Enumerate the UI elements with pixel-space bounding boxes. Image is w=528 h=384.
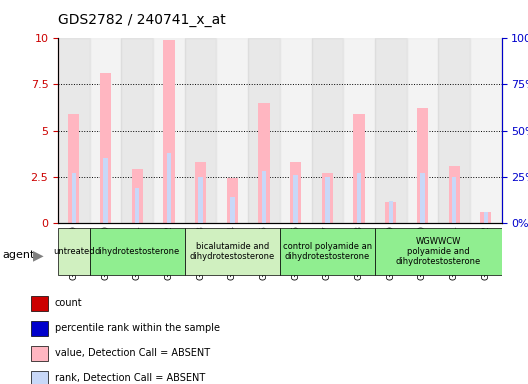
Bar bbox=[167, 153, 171, 223]
Bar bbox=[417, 108, 428, 223]
Bar bbox=[484, 212, 488, 223]
FancyBboxPatch shape bbox=[58, 228, 90, 275]
Text: bicalutamide and
dihydrotestosterone: bicalutamide and dihydrotestosterone bbox=[190, 242, 275, 261]
Bar bbox=[216, 38, 248, 223]
Bar bbox=[135, 188, 139, 223]
Bar bbox=[452, 177, 456, 223]
Bar bbox=[357, 173, 361, 223]
Bar bbox=[448, 166, 459, 223]
Text: GDS2782 / 240741_x_at: GDS2782 / 240741_x_at bbox=[58, 13, 226, 27]
Bar bbox=[407, 38, 438, 223]
Bar bbox=[258, 103, 269, 223]
Bar bbox=[121, 38, 153, 223]
Bar bbox=[58, 38, 90, 223]
Bar bbox=[103, 158, 108, 223]
FancyBboxPatch shape bbox=[375, 228, 502, 275]
Bar bbox=[69, 114, 79, 223]
Bar bbox=[290, 162, 301, 223]
Bar bbox=[385, 202, 396, 223]
Text: rank, Detection Call = ABSENT: rank, Detection Call = ABSENT bbox=[55, 373, 205, 383]
Bar bbox=[164, 40, 174, 223]
Bar bbox=[420, 173, 425, 223]
FancyBboxPatch shape bbox=[185, 228, 280, 275]
Text: untreated: untreated bbox=[53, 247, 95, 256]
Bar bbox=[31, 371, 48, 384]
Bar bbox=[90, 38, 121, 223]
Bar bbox=[343, 38, 375, 223]
Bar bbox=[389, 200, 393, 223]
Bar bbox=[312, 38, 343, 223]
Bar bbox=[262, 171, 266, 223]
Bar bbox=[375, 38, 407, 223]
Text: control polyamide an
dihydrotestosterone: control polyamide an dihydrotestosterone bbox=[283, 242, 372, 261]
Bar bbox=[294, 175, 298, 223]
Text: ▶: ▶ bbox=[33, 248, 43, 262]
Bar bbox=[470, 38, 502, 223]
Bar bbox=[322, 173, 333, 223]
FancyBboxPatch shape bbox=[90, 228, 185, 275]
Bar bbox=[227, 179, 238, 223]
Bar bbox=[199, 177, 203, 223]
Bar bbox=[31, 346, 48, 361]
Bar bbox=[100, 73, 111, 223]
Bar bbox=[325, 177, 329, 223]
Bar bbox=[72, 173, 76, 223]
Text: dihydrotestosterone: dihydrotestosterone bbox=[95, 247, 180, 256]
Bar bbox=[354, 114, 364, 223]
Bar bbox=[280, 38, 312, 223]
Bar bbox=[230, 197, 234, 223]
Text: WGWWCW
polyamide and
dihydrotestosterone: WGWWCW polyamide and dihydrotestosterone bbox=[395, 237, 481, 266]
Bar bbox=[31, 321, 48, 336]
Text: percentile rank within the sample: percentile rank within the sample bbox=[55, 323, 220, 333]
Text: count: count bbox=[55, 298, 82, 308]
Bar bbox=[438, 38, 470, 223]
Text: agent: agent bbox=[3, 250, 35, 260]
Bar bbox=[31, 296, 48, 311]
Bar bbox=[195, 162, 206, 223]
Bar bbox=[153, 38, 185, 223]
Bar bbox=[248, 38, 280, 223]
Bar bbox=[185, 38, 216, 223]
Text: value, Detection Call = ABSENT: value, Detection Call = ABSENT bbox=[55, 348, 210, 358]
Bar bbox=[132, 169, 143, 223]
Bar bbox=[480, 212, 491, 223]
FancyBboxPatch shape bbox=[280, 228, 375, 275]
